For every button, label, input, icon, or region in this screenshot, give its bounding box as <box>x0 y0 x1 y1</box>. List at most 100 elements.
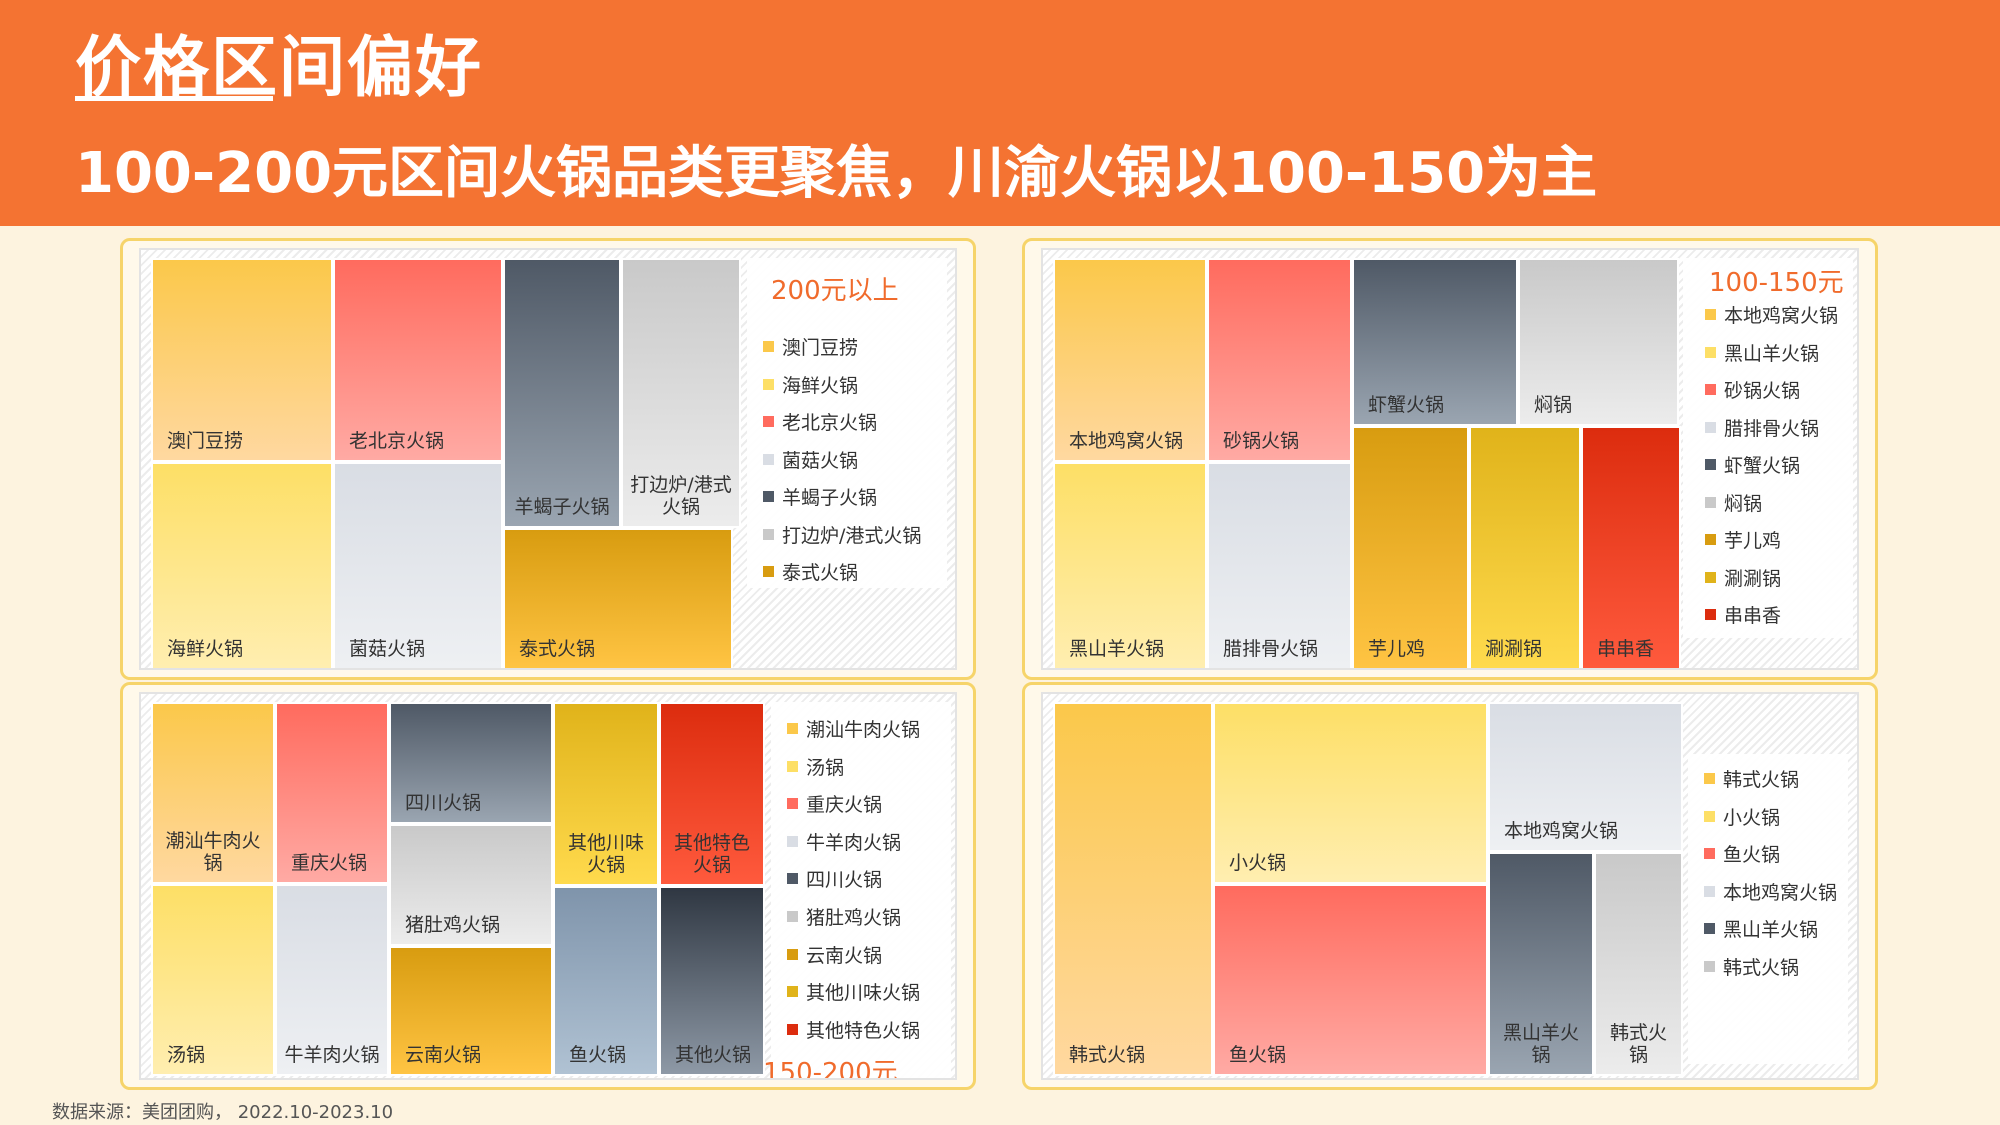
treemap-tile: 海鲜火锅 <box>151 462 333 668</box>
legend-item: 牛羊肉火锅 <box>787 831 901 855</box>
legend-swatch <box>787 948 798 960</box>
legend-label: 韩式火锅 <box>1723 957 1800 979</box>
legend-item: 芋儿鸡 <box>1705 529 1781 553</box>
treemap-tile-label: 四川火锅 <box>405 792 482 814</box>
treemap-plot: 澳门豆捞 海鲜火锅 老北京火锅 菌菇火锅 羊蝎子火锅 打边炉/港式火锅 泰式火锅 <box>151 258 741 668</box>
legend-label: 四川火锅 <box>806 869 883 892</box>
treemap-tile-label: 黑山羊火锅 <box>1502 1022 1579 1066</box>
legend-label: 羊蝎子火锅 <box>782 487 878 509</box>
treemap-tile-label: 焖锅 <box>1534 394 1573 416</box>
legend-swatch <box>787 1023 798 1035</box>
legend-item: 韩式火锅 <box>1704 768 1799 792</box>
treemap-tile: 鱼火锅 <box>1213 884 1488 1076</box>
treemap-tile-label: 砂锅火锅 <box>1223 430 1300 452</box>
legend-label: 潮汕牛肉火锅 <box>806 719 921 741</box>
treemap-tile: 黑山羊火锅 <box>1488 852 1594 1076</box>
legend-label: 海鲜火锅 <box>782 374 859 397</box>
treemap-tile: 老北京火锅 <box>333 258 503 462</box>
treemap-legend: 100元以下韩式火锅小火锅鱼火锅本地鸡窝火锅黑山羊火锅韩式火锅 <box>1688 754 1848 1078</box>
legend-item: 打边炉/港式火锅 <box>763 524 921 548</box>
legend-label: 菌菇火锅 <box>782 449 859 472</box>
treemap-tile: 焖锅 <box>1518 258 1679 426</box>
legend-swatch <box>1704 810 1715 822</box>
legend-swatch <box>763 453 774 465</box>
legend-label: 打边炉/港式火锅 <box>782 524 922 547</box>
legend-swatch <box>787 723 798 734</box>
legend-label: 砂锅火锅 <box>1724 380 1801 402</box>
legend-swatch <box>763 378 774 390</box>
legend-swatch <box>1705 496 1716 508</box>
treemap-tile: 云南火锅 <box>389 946 553 1076</box>
page-title: 价格区间偏好 <box>75 29 483 106</box>
treemap-tile-label: 涮涮锅 <box>1485 638 1543 660</box>
legend-label: 本地鸡窝火锅 <box>1724 305 1839 327</box>
treemap-tile-label: 其他火锅 <box>675 1044 752 1066</box>
title-underline <box>75 96 273 101</box>
treemap-tile: 猪肚鸡火锅 <box>389 824 553 946</box>
treemap-panel-200-plus: 澳门豆捞 海鲜火锅 老北京火锅 菌菇火锅 羊蝎子火锅 打边炉/港式火锅 泰式火锅 200元以上… <box>120 238 976 680</box>
treemap-tile-label: 云南火锅 <box>405 1044 482 1066</box>
legend-swatch <box>787 986 798 998</box>
treemap-plot: 韩式火锅 小火锅 鱼火锅 本地鸡窝火锅 黑山羊火锅 韩式火锅 <box>1053 702 1683 1076</box>
treemap-tile-label: 本地鸡窝火锅 <box>1069 430 1184 452</box>
treemap-tile-label: 鱼火锅 <box>1229 1044 1287 1066</box>
legend-label: 牛羊肉火锅 <box>806 831 902 854</box>
treemap-tile: 本地鸡窝火锅 <box>1053 258 1207 462</box>
treemap-frame: 潮汕牛肉火锅 汤锅 重庆火锅 牛羊肉火锅 四川火锅 猪肚鸡火锅 云南火锅 其他川味火锅 鱼火锅其… <box>139 692 957 1080</box>
legend-swatch <box>1705 384 1716 395</box>
legend-label: 澳门豆捞 <box>782 337 859 359</box>
treemap-tile: 小火锅 <box>1213 702 1488 884</box>
legend-swatch <box>763 566 774 577</box>
treemap-tile-label: 其他川味火锅 <box>567 832 644 876</box>
treemap-tile: 鱼火锅 <box>553 886 659 1076</box>
treemap-panel-under-100: 韩式火锅小火锅鱼火锅本地鸡窝火锅黑山羊火锅韩式火锅100元以下韩式火锅小火锅鱼火… <box>1022 682 1878 1090</box>
legend-swatch <box>1704 885 1715 897</box>
legend-item: 猪肚鸡火锅 <box>787 906 901 930</box>
legend-swatch <box>787 911 798 922</box>
legend-swatch <box>763 416 774 427</box>
legend-label: 重庆火锅 <box>806 794 883 817</box>
treemap-tile-label: 串串香 <box>1597 638 1655 660</box>
legend-item: 本地鸡窝火锅 <box>1705 304 1838 328</box>
treemap-tile: 澳门豆捞 <box>151 258 333 462</box>
legend-swatch <box>1705 459 1716 470</box>
legend-label: 串串香 <box>1724 605 1782 627</box>
treemap-frame: 澳门豆捞 海鲜火锅 老北京火锅 菌菇火锅 羊蝎子火锅 打边炉/港式火锅 泰式火锅 200元以上… <box>139 248 957 670</box>
legend-item: 黑山羊火锅 <box>1705 342 1819 366</box>
treemap-tile-label: 小火锅 <box>1229 852 1287 874</box>
legend-label: 鱼火锅 <box>1723 844 1781 867</box>
price-range-title: 150-200元 <box>763 1058 898 1080</box>
treemap-tile-label: 重庆火锅 <box>291 852 368 874</box>
treemap-panel-150-200: 潮汕牛肉火锅 汤锅 重庆火锅 牛羊肉火锅 四川火锅 猪肚鸡火锅 云南火锅 其他川味火锅 鱼火锅其… <box>120 682 976 1090</box>
legend-swatch <box>763 341 774 352</box>
treemap-tile-label: 其他特色火锅 <box>673 832 750 876</box>
legend-swatch <box>763 491 774 502</box>
treemap-tile-label: 潮汕牛肉火锅 <box>165 830 261 874</box>
treemap-tile-label: 汤锅 <box>167 1044 206 1066</box>
legend-item: 菌菇火锅 <box>763 449 858 473</box>
legend-label: 猪肚鸡火锅 <box>806 907 902 929</box>
treemap-tile: 砂锅火锅 <box>1207 258 1352 462</box>
treemap-legend: 100-150元 本地鸡窝火锅 黑山羊火锅 砂锅火锅 腊排骨火锅 虾蟹火锅 焖锅 芋儿鸡 涮涮锅… <box>1683 258 1853 638</box>
legend-item: 重庆火锅 <box>787 793 882 817</box>
treemap-tile-label: 打边炉/港式火锅 <box>630 474 732 518</box>
treemap-tile: 涮涮锅 <box>1469 426 1581 668</box>
treemap-tile-label: 猪肚鸡火锅 <box>405 914 501 936</box>
treemap-tile-label: 海鲜火锅 <box>167 638 244 660</box>
treemap-tile: 汤锅 <box>151 884 275 1076</box>
treemap-tile: 芋儿鸡 <box>1352 426 1469 668</box>
legend-item: 腊排骨火锅 <box>1705 417 1819 441</box>
treemap-tile: 其他川味火锅 <box>553 702 659 886</box>
price-range-title: 100-150元 <box>1709 268 1844 298</box>
treemap-frame: 韩式火锅小火锅鱼火锅本地鸡窝火锅黑山羊火锅韩式火锅100元以下韩式火锅小火锅鱼火… <box>1041 692 1859 1080</box>
legend-swatch <box>787 873 798 885</box>
legend-label: 云南火锅 <box>806 944 883 967</box>
legend-swatch <box>1705 571 1716 583</box>
legend-item: 汤锅 <box>787 756 844 780</box>
treemap-tile: 虾蟹火锅 <box>1352 258 1518 426</box>
data-source-note: 数据来源：美团团购， 2022.10-2023.10 <box>52 1102 394 1123</box>
treemap-tile-label: 菌菇火锅 <box>349 638 426 660</box>
legend-label: 黑山羊火锅 <box>1724 342 1820 365</box>
treemap-tile-label: 澳门豆捞 <box>167 430 244 452</box>
legend-item: 泰式火锅 <box>763 561 858 585</box>
